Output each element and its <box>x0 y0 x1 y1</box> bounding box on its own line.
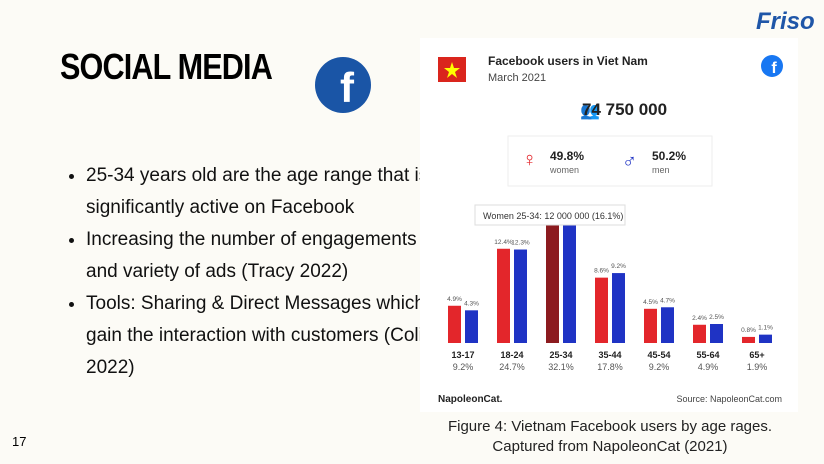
chart: Facebook users in Viet Nam March 2021 f … <box>420 38 798 412</box>
bullet: Increasing the number of engagements and… <box>86 224 436 288</box>
category-label: 45-54 <box>647 350 670 360</box>
bullet-list: 25-34 years old are the age range that i… <box>64 160 436 384</box>
category-label: 55-64 <box>696 350 719 360</box>
men-icon: ♂ <box>622 151 637 173</box>
category-label: 65+ <box>749 350 764 360</box>
value-label: 4.5% <box>643 299 658 306</box>
caption: Figure 4: Vietnam Facebook users by age … <box>447 418 773 435</box>
annotation-box <box>474 204 626 226</box>
category-label: 25-34 <box>549 350 572 360</box>
bullet: 25-34 years old are the age range that i… <box>86 160 436 224</box>
value-label: 4.9% <box>447 296 462 303</box>
value-label: 2.5% <box>709 314 724 321</box>
bar <box>497 248 510 343</box>
share-label: 17.8% <box>597 362 623 372</box>
brand: NapoleonCat. <box>438 394 503 405</box>
bar <box>448 305 461 343</box>
category-label: 13-17 <box>451 350 474 360</box>
gender-box <box>507 135 713 187</box>
caption: Captured from NapoleonCat (2021) <box>492 438 728 455</box>
icon-glyph: f <box>771 60 777 77</box>
men-label: men <box>652 165 670 175</box>
value-label: 0.8% <box>741 327 756 334</box>
value-label: 1.1% <box>758 325 773 332</box>
chart-subtitle: March 2021 <box>488 72 546 84</box>
bar <box>563 221 576 343</box>
value-label: 4.7% <box>660 297 675 304</box>
value-label: 9.2% <box>611 263 626 270</box>
women-label: women <box>549 165 579 175</box>
bar <box>693 324 706 343</box>
bar <box>759 334 772 343</box>
facebook-icon <box>761 55 783 77</box>
total-users: 74 750 000 <box>582 100 667 119</box>
share-label: 9.2% <box>649 362 670 372</box>
bar <box>661 307 674 343</box>
value-label: 12.4% <box>494 239 513 246</box>
people-icon: 👥 <box>580 103 600 120</box>
annotation: Women 25-34: 12 000 000 (16.1%) <box>483 211 623 221</box>
value-label: 12.3% <box>511 240 530 247</box>
bar <box>546 220 559 343</box>
facebook-icon: f <box>315 57 371 113</box>
source: Source: NapoleonCat.com <box>676 394 782 404</box>
bullet: Tools: Sharing & Direct Messages which g… <box>86 288 436 384</box>
share-label: 9.2% <box>453 362 474 372</box>
slide-title: SOCIAL MEDIA <box>60 46 273 87</box>
value-label: 8.6% <box>594 268 609 275</box>
share-label: 32.1% <box>548 362 574 372</box>
bar <box>595 277 608 343</box>
page-number: 17 <box>12 434 27 449</box>
women-icon: ♀ <box>522 149 537 171</box>
share-label: 4.9% <box>698 362 719 372</box>
men-share: 50.2% <box>652 149 686 163</box>
category-label: 18-24 <box>500 350 523 360</box>
value-label: 2.4% <box>692 315 707 322</box>
logo: Friso <box>756 8 815 35</box>
value-label: 4.3% <box>464 300 479 307</box>
flag-star <box>444 62 460 78</box>
bar <box>644 308 657 343</box>
svg-text:f: f <box>340 64 355 111</box>
category-label: 35-44 <box>598 350 621 360</box>
share-label: 1.9% <box>747 362 768 372</box>
bar <box>514 249 527 343</box>
bar <box>742 336 755 343</box>
bar <box>465 310 478 343</box>
share-label: 24.7% <box>499 362 525 372</box>
bar <box>612 273 625 343</box>
women-share: 49.8% <box>550 149 584 163</box>
bar <box>710 324 723 343</box>
chart-title: Facebook users in Viet Nam <box>488 54 648 68</box>
